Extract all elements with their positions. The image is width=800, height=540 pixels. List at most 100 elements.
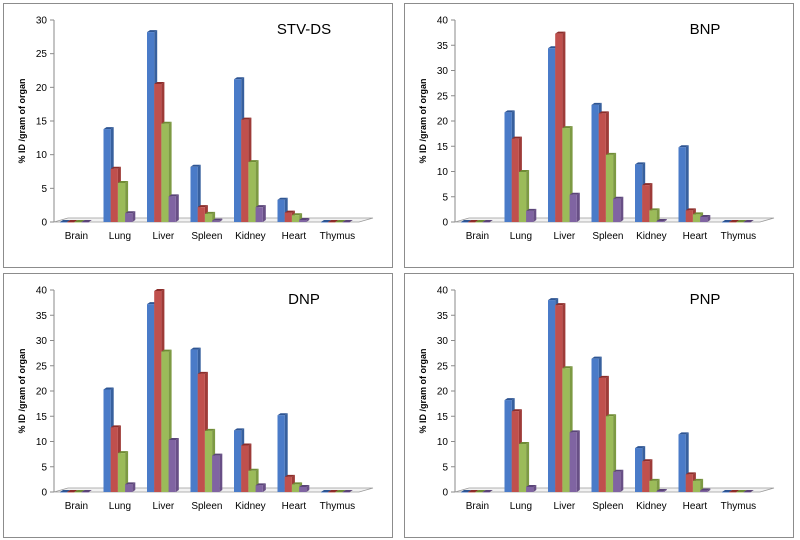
x-category-label: Thymus	[721, 231, 757, 242]
bar-top	[468, 220, 479, 222]
bar-top	[518, 170, 530, 173]
bar-front	[190, 166, 198, 222]
bar-front	[117, 453, 126, 492]
bar-top	[526, 208, 537, 211]
bar-top	[335, 490, 346, 492]
bar-kidney-series-4	[255, 205, 266, 222]
bar-top	[212, 453, 223, 456]
bar-front	[504, 112, 512, 222]
bar-front	[291, 215, 300, 222]
bar-brain-series-4	[482, 220, 493, 223]
chart-dnp: 0 5 10 15 20 25 30 35 40 % ID /gram of organ DNP Br…	[17, 286, 374, 512]
bar-front	[291, 484, 300, 492]
y-tick-label: 30	[36, 16, 48, 27]
y-tick-label: 25	[36, 49, 48, 60]
bar-side	[526, 170, 530, 222]
y-tick-label: 25	[437, 361, 449, 372]
bar-front	[277, 199, 285, 222]
y-tick-label: 40	[437, 286, 449, 297]
bar-top	[321, 220, 332, 222]
x-category-label: Liver	[554, 501, 576, 512]
bar-top	[241, 443, 252, 446]
bar-front	[685, 474, 693, 492]
bar-front	[591, 104, 599, 222]
bar-top	[685, 472, 696, 475]
bar-lung-series-3	[518, 170, 530, 222]
bar-front	[147, 304, 155, 492]
bar-thymus-series-3	[335, 490, 346, 493]
bar-kidney-series-3	[649, 478, 660, 492]
bar-top	[685, 208, 696, 211]
bar-front	[743, 492, 751, 493]
bar-front	[598, 377, 606, 492]
bar-thymus-series-1	[321, 490, 332, 493]
bar-top	[569, 192, 580, 195]
bar-front	[161, 123, 169, 222]
bar-front	[598, 113, 606, 222]
bar-front	[562, 128, 570, 222]
bar-lung-series-4	[526, 484, 537, 492]
bar-front	[241, 119, 249, 222]
bar-side	[219, 218, 223, 222]
bar-top	[241, 117, 252, 120]
x-category-label: Liver	[153, 501, 175, 512]
bar-thymus-series-4	[743, 490, 754, 493]
bar-side	[576, 430, 580, 492]
bar-front	[475, 492, 483, 493]
bar-side	[175, 437, 179, 492]
bar-liver-series-4	[168, 194, 179, 222]
bar-front	[482, 492, 490, 493]
bar-top	[110, 425, 121, 428]
y-tick-label: 30	[437, 336, 449, 347]
bar-side	[284, 413, 288, 492]
bar-front	[212, 220, 220, 222]
x-category-label: Kidney	[235, 231, 266, 242]
bar-front	[234, 79, 242, 223]
bar-front	[511, 138, 519, 222]
bar-top	[656, 218, 667, 221]
bar-front	[722, 222, 730, 223]
chart-panel-bnp: 0 5 10 15 20 25 30 35 40 % ID /gram of organ BNP Br…	[404, 3, 794, 268]
bar-front	[342, 492, 350, 493]
bar-side	[219, 453, 223, 492]
bar-top	[598, 111, 609, 114]
bar-top	[190, 347, 201, 350]
bar-top	[81, 490, 92, 492]
bar-top	[154, 289, 165, 292]
bar-top	[342, 490, 353, 492]
bar-top	[605, 152, 617, 155]
y-axis-label: % ID /gram of organ	[418, 348, 428, 433]
bar-lung-series-4	[125, 482, 136, 492]
bar-front	[103, 389, 111, 492]
y-axis-label: % ID /gram of organ	[17, 78, 27, 163]
bar-front	[284, 476, 292, 492]
bar-spleen-series-4	[613, 469, 624, 492]
bar-side	[663, 488, 667, 492]
y-tick-label: 40	[36, 286, 48, 297]
bar-lung-series-3	[518, 442, 530, 492]
bar-top	[117, 180, 129, 183]
y-tick-label: 0	[442, 488, 448, 499]
bar-top	[692, 478, 704, 481]
bar-top	[504, 110, 515, 113]
bar-front	[60, 492, 68, 493]
chart-title: STV-DS	[277, 21, 331, 38]
bar-top	[475, 220, 486, 222]
bar-front	[67, 492, 75, 493]
chart-panel-pnp: 0 5 10 15 20 25 30 35 40 % ID /gram of organ PNP Br…	[404, 273, 794, 538]
x-category-label: Brain	[466, 501, 489, 512]
y-tick-label: 15	[36, 412, 48, 423]
bar-front	[504, 400, 512, 492]
chart-pnp: 0 5 10 15 20 25 30 35 40 % ID /gram of organ PNP Br…	[418, 286, 775, 512]
bar-front	[161, 351, 169, 492]
y-tick-label: 10	[36, 437, 48, 448]
bar-top	[154, 81, 165, 84]
bar-top	[284, 210, 295, 213]
bar-top	[299, 484, 310, 487]
bar-side	[306, 217, 310, 222]
bar-side	[707, 488, 711, 492]
bar-front	[255, 207, 263, 222]
bar-top	[234, 77, 245, 80]
bar-side	[125, 451, 129, 492]
bar-side	[262, 205, 266, 222]
